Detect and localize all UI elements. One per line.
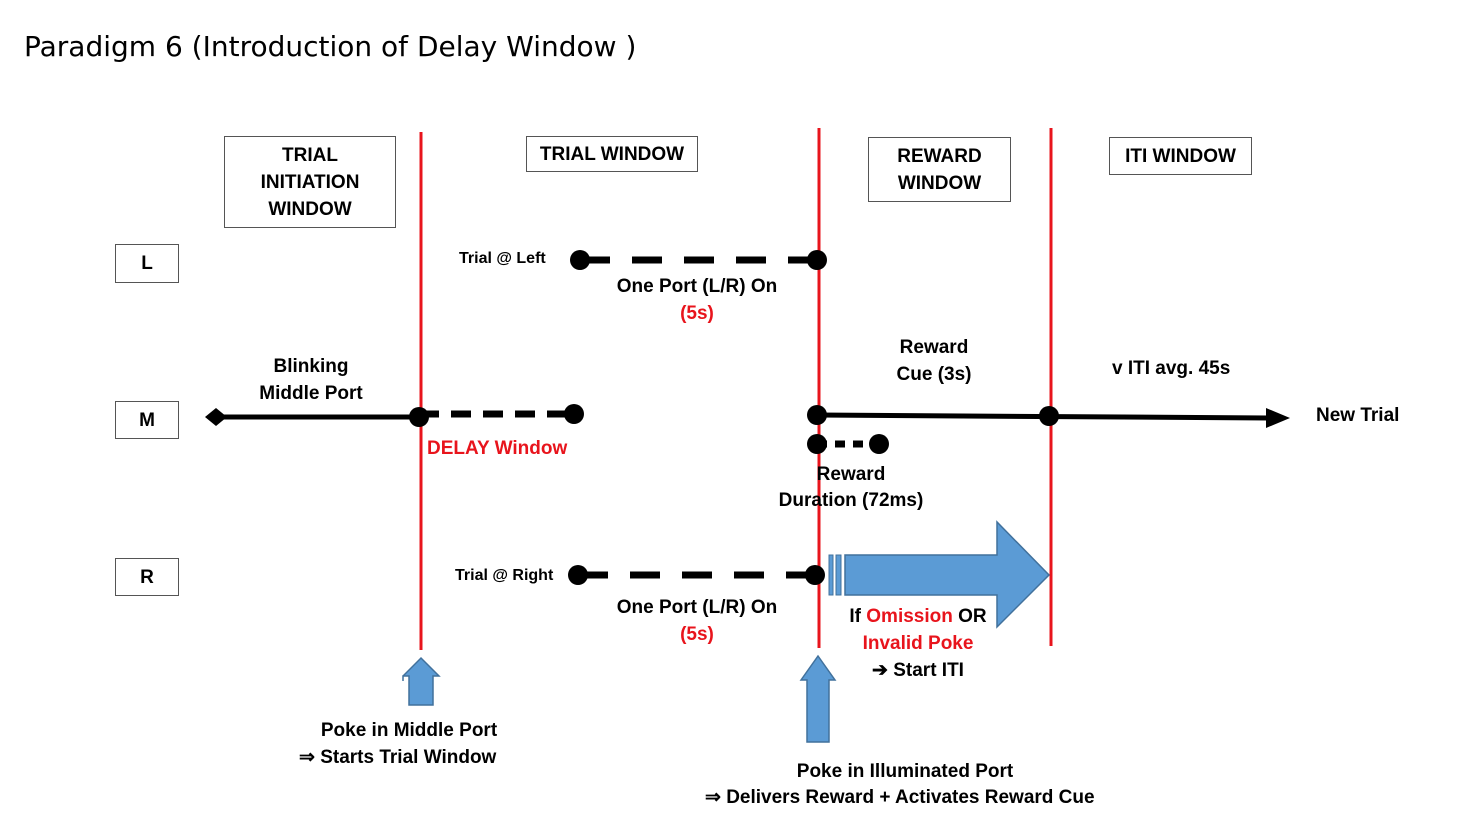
omission-or-text: OR	[952, 606, 987, 627]
trial-right-start-dot	[568, 565, 588, 585]
blinking-label-line1: Blinking	[273, 356, 349, 377]
iti-window-label: ITI WINDOW	[1125, 145, 1236, 167]
five-seconds-bottom-label: (5s)	[680, 624, 714, 645]
blinking-start-diamond	[205, 408, 227, 426]
poke-illuminated-up-arrow-icon	[799, 654, 837, 743]
port-left-label: L	[141, 253, 153, 274]
blinking-label-line2: Middle Port	[259, 383, 363, 404]
trial-window-box: TRIAL WINDOW	[526, 136, 698, 172]
reward-duration-end-dot	[869, 434, 889, 454]
reward-duration-label-line1: Reward	[816, 464, 886, 485]
reward-cue-start-dot	[807, 405, 827, 425]
omission-big-arrow-icon	[828, 520, 1051, 629]
reward-cue-label-line2: Cue (3s)	[896, 364, 972, 385]
port-right-box: R	[115, 558, 179, 596]
reward-cue-label-line1: Reward	[899, 337, 969, 358]
poke-middle-label-line2: ⇒ Starts Trial Window	[299, 747, 497, 768]
new-trial-arrowhead	[1266, 408, 1290, 428]
trial-left-start-dot	[570, 250, 590, 270]
page-title: Paradigm 6 (Introduction of Delay Window…	[24, 30, 637, 63]
delay-window-label: DELAY Window	[427, 438, 568, 459]
port-right-label: R	[140, 566, 154, 588]
one-port-on-bottom-label: One Port (L/R) On	[616, 597, 778, 618]
invalid-poke-label: Invalid Poke	[862, 633, 974, 654]
trial-initiation-window-label: TRIAL INITIATION WINDOW	[260, 144, 360, 220]
reward-duration-label-line2: Duration (72ms)	[778, 490, 924, 511]
reward-window-box: REWARD WINDOW	[868, 137, 1011, 202]
omission-if-text: If	[849, 606, 867, 627]
omission-label-line1: If Omission OR	[828, 603, 1008, 630]
trial-window-label: TRIAL WINDOW	[539, 143, 685, 165]
iti-start-dot	[1039, 406, 1059, 426]
trial-left-end-dot	[807, 250, 827, 270]
poke-illuminated-label-line2: ⇒ Delivers Reward + Activates Reward Cue	[705, 787, 1095, 808]
trial-right-label: Trial @ Right	[455, 567, 554, 584]
port-middle-box: M	[115, 401, 179, 439]
trial-right-end-dot	[805, 565, 825, 585]
five-seconds-top-label: (5s)	[680, 303, 714, 324]
poke-middle-up-arrow-icon	[402, 656, 441, 706]
port-middle-label: M	[139, 409, 155, 431]
one-port-on-top-label: One Port (L/R) On	[616, 276, 778, 297]
delay-end-dot	[564, 404, 584, 424]
iti-window-box: ITI WINDOW	[1109, 137, 1252, 175]
poke-middle-label-line1: Poke in Middle Port	[320, 720, 498, 741]
new-trial-label: New Trial	[1316, 405, 1400, 426]
port-left-box: L	[115, 244, 179, 283]
iti-avg-label: v ITI avg. 45s	[1112, 358, 1231, 379]
poke-illuminated-label-line1: Poke in Illuminated Port	[796, 761, 1014, 782]
start-iti-label: ➔ Start ITI	[872, 660, 964, 681]
omission-word: Omission	[866, 606, 953, 627]
trial-initiation-window-box: TRIAL INITIATION WINDOW	[224, 136, 396, 228]
reward-duration-start-dot	[807, 434, 827, 454]
trial-left-label: Trial @ Left	[459, 250, 546, 267]
reward-window-label: REWARD WINDOW	[897, 145, 982, 194]
